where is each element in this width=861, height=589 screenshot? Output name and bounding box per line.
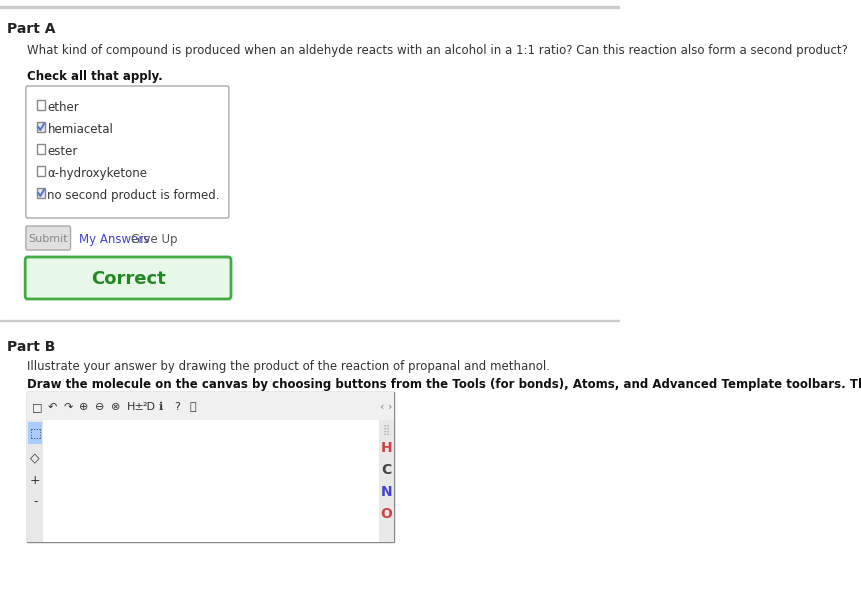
Text: O: O xyxy=(381,507,393,521)
Text: Part A: Part A xyxy=(7,22,56,36)
Bar xyxy=(37,144,45,154)
FancyBboxPatch shape xyxy=(25,257,231,299)
Text: My Answers: My Answers xyxy=(79,233,150,246)
Text: ⊕: ⊕ xyxy=(79,402,89,412)
Text: ⬚: ⬚ xyxy=(29,426,41,439)
Bar xyxy=(37,166,45,176)
Text: ◇: ◇ xyxy=(30,452,40,465)
Bar xyxy=(0,6,620,8)
Text: Illustrate your answer by drawing the product of the reaction of propanal and me: Illustrate your answer by drawing the pr… xyxy=(28,360,550,373)
Text: H: H xyxy=(381,441,393,455)
Text: C: C xyxy=(381,463,392,477)
Text: -: - xyxy=(33,495,38,508)
Bar xyxy=(37,100,45,110)
Bar xyxy=(28,420,43,542)
Bar xyxy=(0,320,620,321)
FancyBboxPatch shape xyxy=(26,226,71,250)
Bar xyxy=(28,422,42,444)
FancyBboxPatch shape xyxy=(26,86,229,218)
Text: ⊖: ⊖ xyxy=(95,402,104,412)
Text: □: □ xyxy=(32,402,42,412)
Text: ester: ester xyxy=(47,145,77,158)
Text: Check all that apply.: Check all that apply. xyxy=(28,70,163,83)
Bar xyxy=(43,420,379,542)
Text: ether: ether xyxy=(47,101,79,114)
Text: ²D: ²D xyxy=(142,402,156,412)
Text: hemiacetal: hemiacetal xyxy=(47,123,114,136)
Bar xyxy=(28,392,394,542)
Text: ‹ ›: ‹ › xyxy=(380,402,393,412)
Text: ?: ? xyxy=(174,402,180,412)
Text: H±: H± xyxy=(127,402,145,412)
Text: ℹ: ℹ xyxy=(158,402,163,412)
Text: Part B: Part B xyxy=(7,340,56,354)
Text: ↶: ↶ xyxy=(47,402,57,412)
Text: ⣿: ⣿ xyxy=(383,425,390,435)
Text: N: N xyxy=(381,485,393,499)
Text: ⤢: ⤢ xyxy=(190,402,196,412)
Bar xyxy=(37,122,45,132)
Text: ↷: ↷ xyxy=(64,402,72,412)
Text: no second product is formed.: no second product is formed. xyxy=(47,189,220,202)
Text: Give Up: Give Up xyxy=(131,233,177,246)
Bar xyxy=(28,392,394,420)
Text: Draw the molecule on the canvas by choosing buttons from the Tools (for bonds), : Draw the molecule on the canvas by choos… xyxy=(28,378,861,391)
Bar xyxy=(37,188,45,198)
Text: Correct: Correct xyxy=(90,270,165,288)
Bar xyxy=(379,420,394,542)
Text: ⊗: ⊗ xyxy=(111,402,121,412)
Text: +: + xyxy=(30,474,40,487)
Text: Submit: Submit xyxy=(28,234,68,244)
Text: α-hydroxyketone: α-hydroxyketone xyxy=(47,167,147,180)
Text: What kind of compound is produced when an aldehyde reacts with an alcohol in a 1: What kind of compound is produced when a… xyxy=(28,44,848,57)
